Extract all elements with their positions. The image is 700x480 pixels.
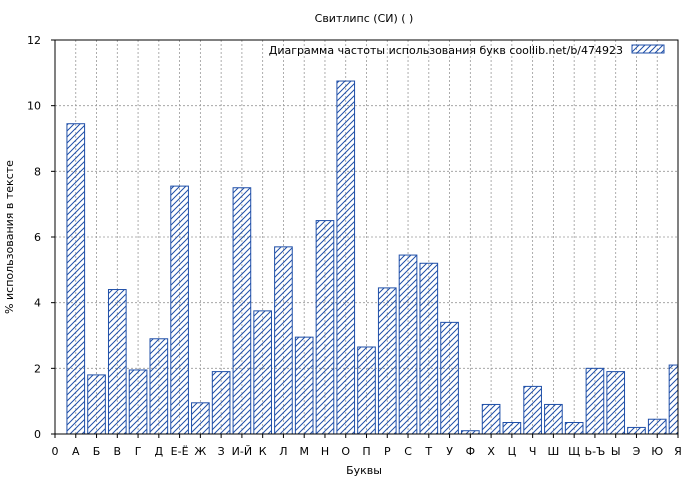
bar-Л	[274, 246, 293, 435]
bar-А	[66, 123, 86, 435]
bar-В	[107, 289, 127, 435]
x-tick-label: О	[341, 445, 350, 458]
bar-Р	[377, 287, 397, 435]
legend-label: Диаграмма частоты использования букв coo…	[269, 44, 623, 57]
bar-М	[294, 336, 314, 435]
y-axis-label: % использования в тексте	[3, 160, 16, 314]
bar-Е-Ё	[170, 185, 189, 435]
bar-Т	[419, 262, 439, 435]
y-axis-ticks: 0 2 4 6 8 10 12	[27, 34, 55, 441]
bar-О	[336, 80, 356, 435]
bar-Б	[87, 374, 106, 435]
x-tick-label: Д	[155, 445, 164, 458]
bar-Э	[627, 426, 646, 435]
bar-З	[211, 371, 231, 435]
y-tick-label: 2	[34, 362, 41, 375]
x-tick-label: М	[299, 445, 309, 458]
x-tick-label: С	[404, 445, 412, 458]
bar-К	[253, 310, 272, 435]
y-tick-label: 4	[34, 297, 41, 310]
x-tick-label: Ч	[529, 445, 537, 458]
bar-С	[398, 254, 418, 435]
x-tick-label: Ь-Ъ	[585, 445, 606, 458]
bar-Ш	[544, 403, 563, 435]
x-tick-label: З	[218, 445, 225, 458]
bar-Ц	[502, 422, 522, 435]
legend: Диаграмма частоты использования букв coo…	[269, 44, 665, 57]
bar-Д	[149, 338, 169, 435]
bar-У	[440, 321, 459, 435]
x-tick-label: И-Й	[232, 445, 252, 458]
bar-Ь-Ъ	[585, 367, 605, 435]
x-tick-label: Я	[674, 445, 682, 458]
bar-Щ	[564, 422, 584, 435]
x-tick-label: Е-Ё	[171, 445, 189, 458]
x-tick-label: К	[259, 445, 267, 458]
x-tick-label: 0	[52, 445, 59, 458]
x-tick-label: А	[72, 445, 80, 458]
x-axis-label: Буквы	[346, 464, 382, 477]
x-tick-label: Ы	[611, 445, 621, 458]
y-tick-label: 0	[34, 428, 41, 441]
x-tick-label: Щ	[568, 445, 580, 458]
bar-Г	[128, 369, 148, 435]
bar-Ч	[523, 385, 542, 435]
bar-Х	[481, 403, 501, 435]
x-tick-label: Г	[135, 445, 142, 458]
x-axis-ticks: 0 А Б В Г Д Е-Ё Ж З И-Й К Л М Н О П Р С Т У Ф Х Ц Ч Ш Щ Ь-Ъ Ы Э Ю Я	[52, 434, 682, 458]
x-tick-label: Э	[633, 445, 641, 458]
bar-Ю	[647, 418, 667, 435]
x-tick-label: Т	[424, 445, 432, 458]
x-tick-label: У	[446, 445, 453, 458]
x-tick-label: Ф	[466, 445, 475, 458]
bar-П	[357, 346, 376, 435]
y-tick-label: 12	[27, 34, 41, 47]
bar-Ы	[606, 371, 626, 435]
x-tick-label: Б	[93, 445, 101, 458]
x-tick-label: Ш	[548, 445, 560, 458]
x-tick-label: Ж	[194, 445, 206, 458]
x-tick-label: П	[362, 445, 370, 458]
legend-swatch	[631, 44, 665, 54]
bar-Н	[315, 220, 335, 435]
chart-title: Свитлипс (СИ) ( )	[315, 12, 414, 25]
y-tick-label: 8	[34, 165, 41, 178]
y-tick-label: 10	[27, 100, 41, 113]
x-tick-label: Ц	[508, 445, 517, 458]
x-tick-label: Р	[384, 445, 391, 458]
x-tick-label: В	[114, 445, 122, 458]
bars	[66, 80, 679, 435]
x-tick-label: Л	[279, 445, 287, 458]
y-tick-label: 6	[34, 231, 41, 244]
bar-Ж	[191, 402, 210, 435]
x-tick-label: Н	[321, 445, 329, 458]
bar-И-Й	[232, 187, 252, 435]
x-tick-label: Х	[487, 445, 495, 458]
bar-Я	[668, 364, 679, 435]
x-tick-label: Ю	[651, 445, 663, 458]
